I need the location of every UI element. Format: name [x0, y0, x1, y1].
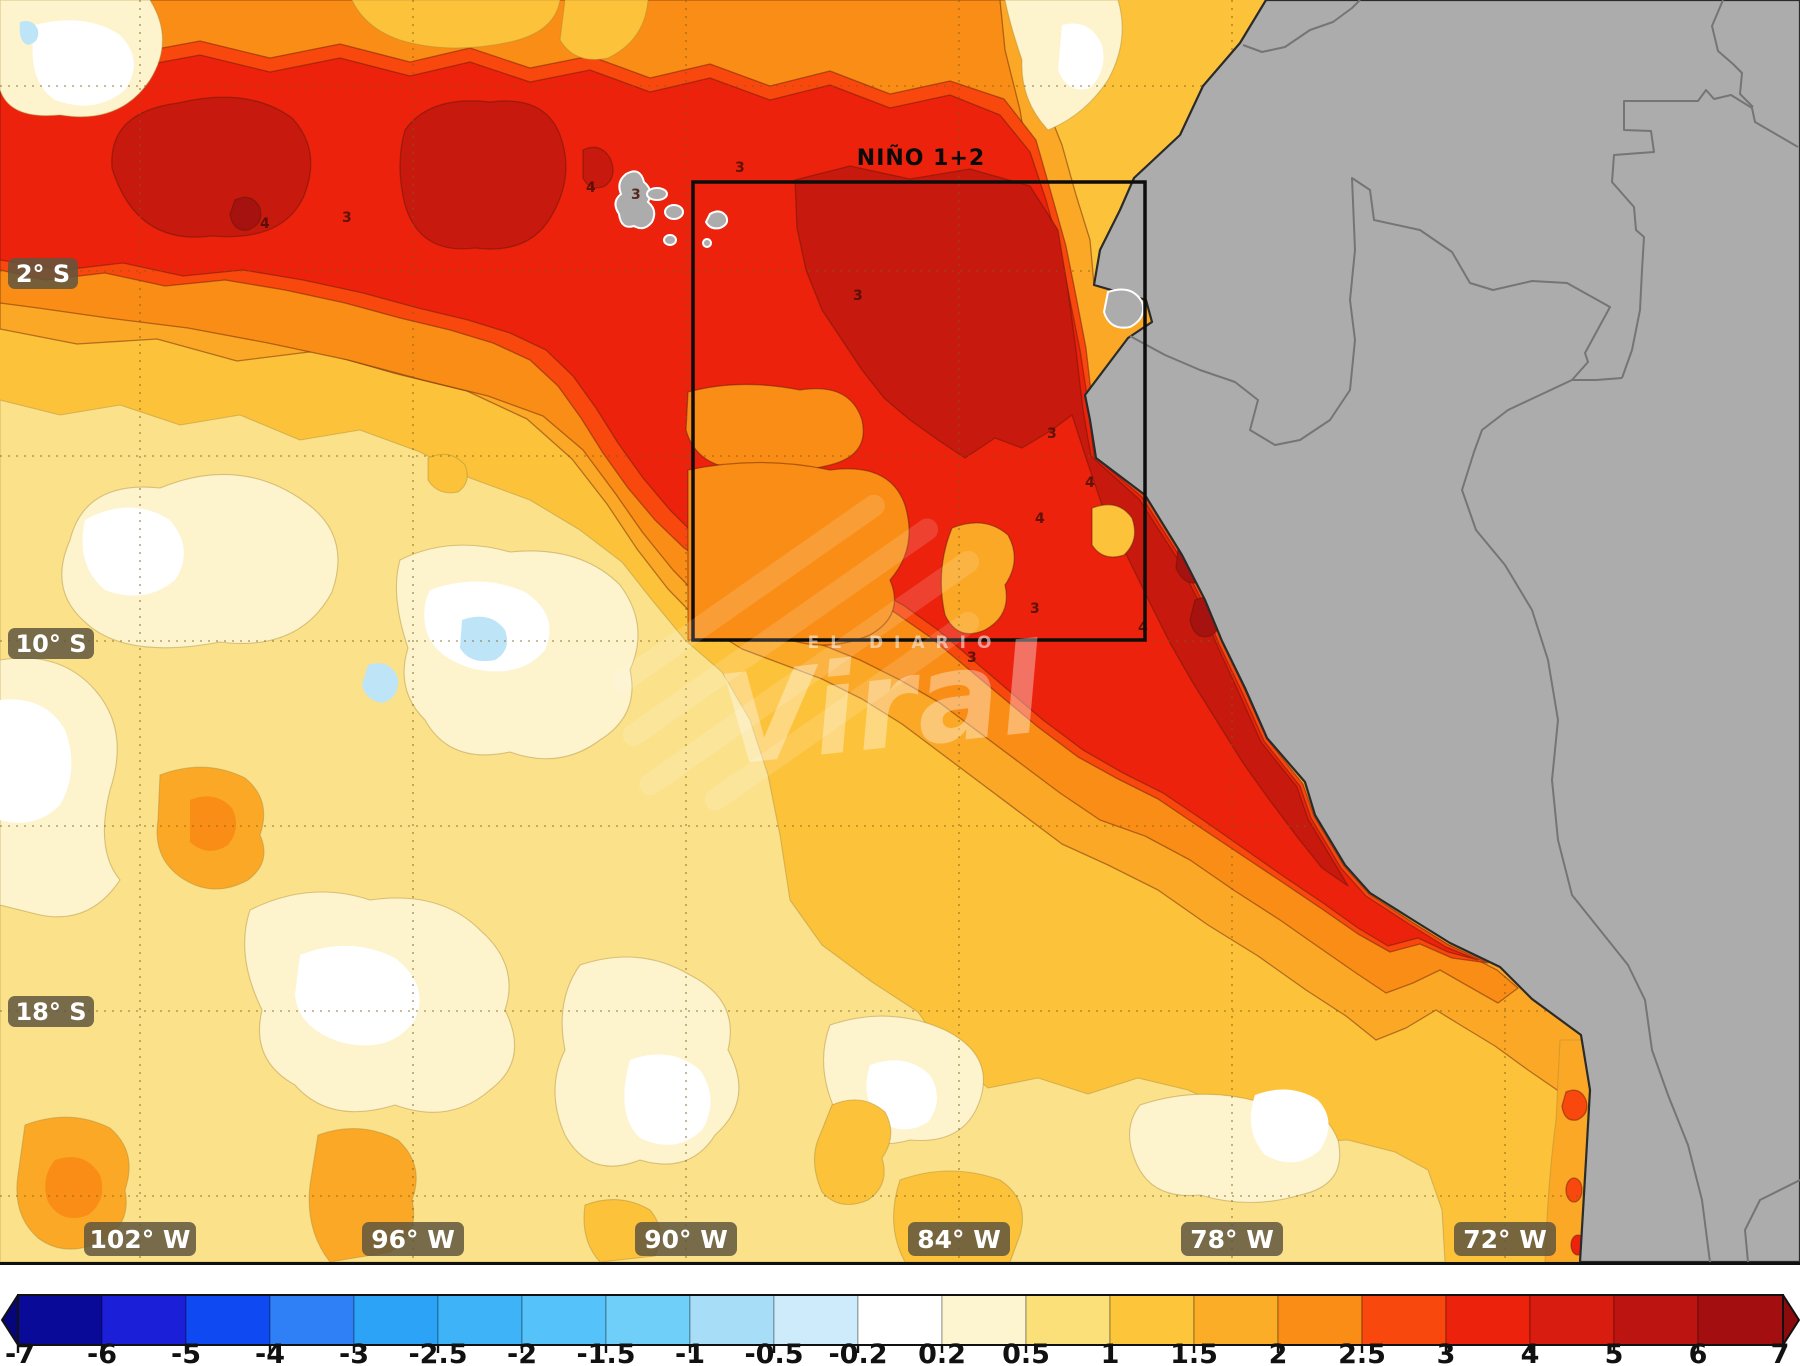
svg-text:5: 5: [1605, 1339, 1624, 1366]
nino12-region-label: NIÑO 1+2: [857, 145, 985, 171]
svg-text:2.5: 2.5: [1338, 1339, 1386, 1366]
svg-text:-5: -5: [171, 1339, 201, 1366]
svg-text:-3: -3: [339, 1339, 369, 1366]
svg-text:-4: -4: [255, 1339, 285, 1366]
svg-text:7: 7: [1771, 1339, 1790, 1366]
lon-label-72w: 72° W: [1463, 1225, 1547, 1254]
lon-label-96w: 96° W: [371, 1225, 455, 1254]
svg-text:-0.5: -0.5: [744, 1339, 803, 1366]
colorbar-left-arrow: [1, 1294, 19, 1346]
svg-text:-2.5: -2.5: [408, 1339, 467, 1366]
svg-text:3: 3: [1030, 601, 1040, 617]
colorbar-right-arrow: [1782, 1294, 1800, 1346]
colorbar-segments: [17, 1294, 1784, 1346]
contour-4-coastal: [794, 165, 1349, 887]
svg-text:4: 4: [1521, 1339, 1540, 1366]
nino12-region-box: [691, 180, 1147, 642]
gold-pocket-coast: [1091, 504, 1136, 558]
svg-text:-7: -7: [5, 1339, 35, 1366]
colorbar: -7 -6 -5 -4 -3 -2.5 -2 -1.5 -1 -0.5 -0.2…: [1, 1294, 1800, 1366]
svg-text:4: 4: [1085, 475, 1095, 491]
lon-label-90w: 90° W: [644, 1225, 728, 1254]
lat-label-18s: 18° S: [15, 998, 86, 1026]
colorbar-ticks: [16, 1345, 1785, 1353]
svg-text:-1.5: -1.5: [576, 1339, 635, 1366]
svg-text:0.2: 0.2: [918, 1339, 966, 1366]
gulf-island: [1103, 288, 1145, 329]
svg-text:4: 4: [260, 216, 270, 232]
svg-text:0.5: 0.5: [1002, 1339, 1050, 1366]
svg-text:6: 6: [1689, 1339, 1708, 1366]
svg-text:-6: -6: [87, 1339, 117, 1366]
lon-label-102w: 102° W: [90, 1225, 191, 1254]
amber-pocket-box: [940, 522, 1015, 635]
svg-text:4: 4: [1035, 511, 1045, 527]
lat-label-10s: 10° S: [15, 630, 86, 658]
map-bottom-edge: [0, 1262, 1800, 1265]
watermark: EL DIARIO Viral: [610, 494, 1051, 811]
top-edge-patches: [0, 0, 1123, 131]
svg-text:3: 3: [631, 187, 641, 203]
latitude-labels: 2° S 10° S 18° S: [8, 258, 94, 1027]
land-mass: [614, 0, 1800, 1262]
colorbar-tick-labels: -7 -6 -5 -4 -3 -2.5 -2 -1.5 -1 -0.5 -0.2…: [5, 1339, 1789, 1366]
watermark-big-text: Viral: [712, 617, 1050, 794]
svg-text:3: 3: [967, 650, 977, 666]
contour-4-west: [111, 96, 312, 238]
contour-5-core3: [229, 196, 262, 231]
svg-text:4: 4: [586, 180, 596, 196]
watermark-small-text: EL DIARIO: [808, 633, 1003, 653]
svg-text:4: 4: [1138, 620, 1148, 636]
lon-label-78w: 78° W: [1190, 1225, 1274, 1254]
svg-text:1: 1: [1101, 1339, 1120, 1366]
lat-label-2s: 2° S: [16, 260, 70, 288]
light-blue-specks: [362, 616, 508, 703]
galapagos-islands: [614, 170, 729, 248]
svg-text:3: 3: [1047, 426, 1057, 442]
svg-text:3: 3: [342, 210, 352, 226]
lon-label-84w: 84° W: [917, 1225, 1001, 1254]
orange-pocket-box: [685, 383, 864, 473]
svg-text:3: 3: [1437, 1339, 1456, 1366]
svg-text:2: 2: [1269, 1339, 1288, 1366]
svg-text:-1: -1: [675, 1339, 705, 1366]
country-borders: [1129, 0, 1800, 1262]
contour-4-small: [582, 146, 614, 189]
svg-text:3: 3: [735, 160, 745, 176]
contour-4-mid: [399, 100, 567, 250]
svg-text:-0.2: -0.2: [828, 1339, 887, 1366]
south-america-landmass: [1083, 0, 1800, 1262]
svg-text:1.5: 1.5: [1170, 1339, 1218, 1366]
svg-text:3: 3: [853, 288, 863, 304]
longitude-labels: 102° W 96° W 90° W 84° W 78° W 72° W: [84, 1222, 1556, 1256]
colorbar-frame: [17, 1294, 1784, 1346]
contour-value-labels: 4 3 4 3 3 3 3 4 4 3 4 3: [260, 160, 1148, 666]
svg-text:-2: -2: [507, 1339, 537, 1366]
